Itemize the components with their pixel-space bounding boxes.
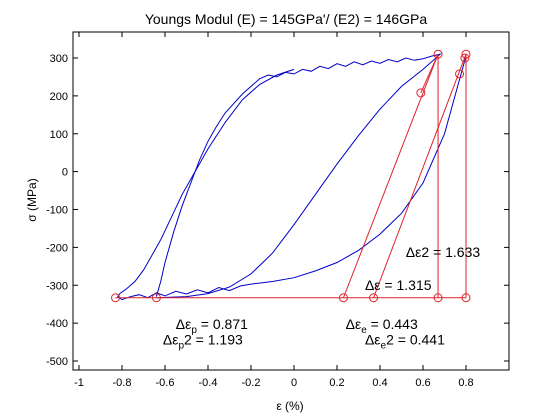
annotation-de2: Δε2 = 1.633 <box>406 244 481 260</box>
marker-point-8 <box>433 49 443 59</box>
x-tick-label: -0.4 <box>199 377 218 389</box>
y-tick-label: -100 <box>46 205 68 217</box>
y-tick-label: -200 <box>46 242 68 254</box>
construction-line-6 <box>420 54 439 94</box>
y-axis-label: σ (MPa) <box>25 178 39 221</box>
annotation-dep2: Δεp2 = 1.193 <box>163 331 243 351</box>
x-tick-label: -0.6 <box>156 377 175 389</box>
x-tick-label: -1 <box>74 377 84 389</box>
y-tick-label: -300 <box>46 280 68 292</box>
marker-point-5 <box>433 293 443 303</box>
y-tick-label: 100 <box>50 129 68 141</box>
chart-title: Youngs Modul (E) = 145GPa'/ (E2) = 146GP… <box>145 11 428 27</box>
annotation-dee2: Δεe2 = 0.441 <box>365 331 445 351</box>
marker-point-4 <box>369 293 379 303</box>
x-axis-label: ε (%) <box>276 399 303 413</box>
x-tick-label: 0.2 <box>329 377 344 389</box>
construction-line-5 <box>373 54 467 298</box>
marker-point-9 <box>461 49 471 59</box>
x-tick-label: 0 <box>291 377 297 389</box>
y-tick-label: 300 <box>50 53 68 65</box>
annotation-de: Δε = 1.315 <box>365 277 432 293</box>
x-tick-label: 0.4 <box>372 377 387 389</box>
annotation-dep: Δεp = 0.871 <box>176 316 248 336</box>
marker-point-7 <box>416 88 426 98</box>
marker-point-2 <box>151 293 161 303</box>
construction-line-4 <box>342 54 439 298</box>
ticks-layer: -1 -0.8 -0.6 -0.4 -0.2 0 0.2 0.4 0.6 0.8 -500 -400 -… <box>46 32 509 389</box>
marker-point-11 <box>460 53 470 63</box>
x-tick-label: -0.2 <box>242 377 261 389</box>
y-tick-label: -400 <box>46 318 68 330</box>
annotation-dee: Δεe = 0.443 <box>346 316 418 336</box>
series-line-2 <box>155 53 442 299</box>
x-tick-label: 0.6 <box>415 377 430 389</box>
marker-point-10 <box>455 69 465 79</box>
marker-point-1 <box>111 293 121 303</box>
x-tick-label: -0.8 <box>113 377 132 389</box>
axes-box <box>72 31 510 371</box>
marker-point-6 <box>461 293 471 303</box>
y-tick-label: 200 <box>50 91 68 103</box>
y-tick-label: -500 <box>46 356 68 368</box>
x-tick-label: 0.8 <box>458 377 473 389</box>
marker-point-3 <box>338 293 348 303</box>
series-line-1 <box>117 55 467 301</box>
y-tick-label: 0 <box>62 167 68 179</box>
